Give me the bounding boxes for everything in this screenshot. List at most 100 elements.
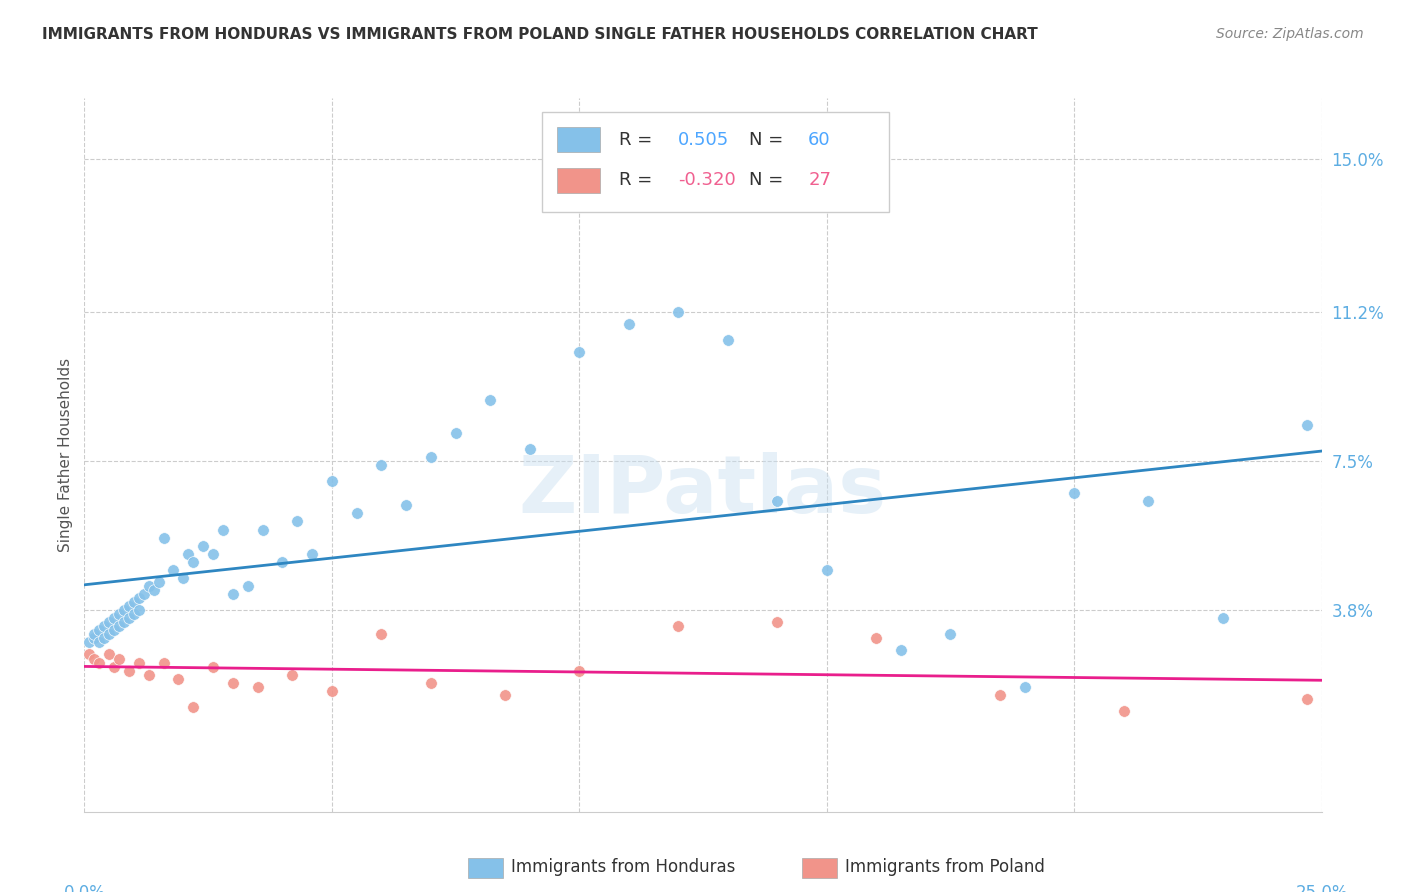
Text: 0.505: 0.505 [678, 130, 730, 148]
Point [181, 699, 204, 714]
Point [717, 333, 740, 347]
Point [202, 659, 225, 673]
Point [98, 648, 121, 662]
Point [93, 619, 115, 633]
Point [939, 627, 962, 641]
Point [118, 599, 141, 613]
Point [1212, 611, 1234, 625]
Text: 27: 27 [808, 171, 831, 189]
Point [83, 632, 105, 646]
Point [395, 498, 418, 512]
Point [1295, 691, 1317, 706]
Point [177, 547, 200, 561]
Text: 0.0%: 0.0% [63, 884, 105, 892]
Point [815, 563, 838, 577]
Point [370, 458, 392, 472]
Point [118, 611, 141, 625]
Point [112, 603, 135, 617]
Point [89, 656, 111, 670]
Text: Source: ZipAtlas.com: Source: ZipAtlas.com [1216, 27, 1364, 41]
Point [1112, 704, 1135, 718]
Point [321, 683, 343, 698]
Point [370, 627, 392, 641]
Point [479, 393, 502, 408]
Point [444, 425, 467, 440]
Text: 60: 60 [808, 130, 831, 148]
Point [271, 555, 294, 569]
Point [666, 305, 689, 319]
Point [419, 675, 441, 690]
Point [112, 615, 135, 630]
Point [128, 591, 150, 605]
Point [346, 507, 368, 521]
Point [162, 563, 184, 577]
Point [181, 555, 204, 569]
Point [103, 624, 125, 638]
Point [419, 450, 441, 464]
Point [122, 595, 145, 609]
Point [98, 615, 121, 630]
Point [83, 651, 105, 665]
FancyBboxPatch shape [557, 127, 600, 152]
Point [1295, 417, 1317, 432]
Point [83, 627, 105, 641]
Point [79, 648, 101, 662]
Point [617, 317, 640, 331]
Point [202, 547, 225, 561]
FancyBboxPatch shape [557, 168, 600, 193]
Point [494, 688, 516, 702]
Point [128, 603, 150, 617]
Point [766, 615, 789, 630]
Text: Immigrants from Honduras: Immigrants from Honduras [512, 858, 735, 876]
Point [152, 531, 174, 545]
Point [108, 651, 131, 665]
Text: R =: R = [619, 171, 658, 189]
Text: ZIPatlas: ZIPatlas [519, 451, 887, 530]
Text: R =: R = [619, 130, 658, 148]
Point [246, 680, 269, 694]
Point [212, 523, 235, 537]
Point [321, 474, 343, 488]
Point [103, 611, 125, 625]
Point [98, 627, 121, 641]
Point [93, 632, 115, 646]
Text: N =: N = [749, 171, 789, 189]
Text: Immigrants from Poland: Immigrants from Poland [845, 858, 1045, 876]
Point [172, 571, 194, 585]
Y-axis label: Single Father Households: Single Father Households [58, 358, 73, 552]
Point [152, 656, 174, 670]
FancyBboxPatch shape [543, 112, 889, 212]
Point [301, 547, 323, 561]
Point [285, 515, 308, 529]
Point [138, 667, 160, 681]
Point [167, 672, 190, 686]
Point [79, 635, 101, 649]
Point [988, 688, 1011, 702]
Text: -0.320: -0.320 [678, 171, 735, 189]
Point [666, 619, 689, 633]
Point [890, 643, 912, 657]
Point [222, 587, 245, 601]
Point [252, 523, 274, 537]
Point [89, 624, 111, 638]
Point [1137, 494, 1160, 508]
Point [132, 587, 155, 601]
Point [103, 659, 125, 673]
FancyBboxPatch shape [801, 858, 837, 878]
Point [122, 607, 145, 622]
Point [766, 494, 789, 508]
Text: 25.0%: 25.0% [1295, 884, 1348, 892]
Point [108, 619, 131, 633]
Point [222, 675, 245, 690]
Point [89, 635, 111, 649]
Text: N =: N = [749, 130, 789, 148]
Point [142, 582, 165, 597]
Point [118, 664, 141, 678]
Point [236, 579, 259, 593]
Point [568, 345, 591, 359]
Point [128, 656, 150, 670]
Point [108, 607, 131, 622]
Point [138, 579, 160, 593]
Point [191, 539, 214, 553]
Point [1014, 680, 1036, 694]
